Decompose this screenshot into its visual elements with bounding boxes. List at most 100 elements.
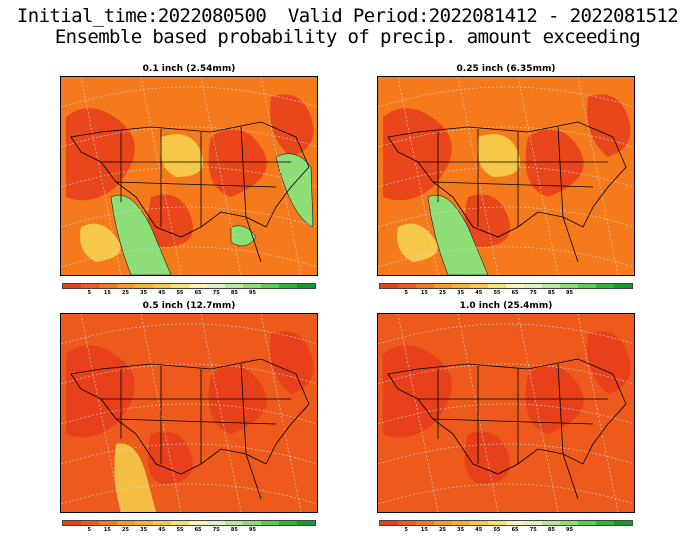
colorbar-swatch	[207, 284, 225, 288]
colorbar-tick-label: 55	[493, 527, 501, 533]
header-title-line1: Initial_time:2022080500 Valid Period:202…	[16, 5, 679, 27]
colorbar-tick-label: 55	[493, 290, 501, 296]
colorbar	[62, 520, 316, 526]
colorbar-tick-label: 95	[566, 290, 573, 296]
colorbar-swatch	[297, 284, 315, 288]
colorbar	[62, 283, 316, 289]
colorbar-tick-label: 15	[420, 290, 428, 296]
colorbar-swatch	[117, 284, 135, 288]
colorbar-swatch	[542, 521, 560, 525]
colorbar-tick-label: 95	[566, 527, 573, 533]
colorbar-tick-label: 25	[122, 527, 129, 533]
colorbar-tick-label: 5	[404, 290, 408, 296]
colorbar-tick-label: 55	[176, 290, 184, 296]
colorbar-swatch	[117, 521, 135, 525]
colorbar-tick-label: 75	[529, 527, 537, 533]
colorbar-tick-label: 65	[511, 290, 519, 296]
colorbar-swatch	[153, 284, 171, 288]
colorbar-swatch	[135, 284, 153, 288]
colorbar-tick-label: 25	[439, 527, 446, 533]
colorbar-tick-label: 35	[457, 527, 465, 533]
colorbar-swatch	[153, 521, 171, 525]
colorbar-swatch	[261, 521, 279, 525]
colorbar-swatch	[243, 284, 261, 288]
colorbar-swatch	[542, 284, 560, 288]
colorbar-swatch	[578, 521, 596, 525]
probability-map	[377, 313, 635, 513]
colorbar-tick-label: 15	[103, 527, 111, 533]
colorbar-tick-label: 45	[475, 290, 483, 296]
colorbar-tick-label: 25	[439, 290, 446, 296]
colorbar-swatch	[171, 284, 189, 288]
colorbar-swatch	[488, 521, 506, 525]
colorbar-swatch	[63, 284, 81, 288]
colorbar-swatch	[207, 521, 225, 525]
colorbar-swatch	[398, 521, 416, 525]
colorbar-tick-label: 5	[87, 527, 91, 533]
colorbar-swatch	[434, 521, 452, 525]
colorbar-swatch	[398, 284, 416, 288]
colorbar-swatch	[506, 284, 524, 288]
colorbar-swatch	[189, 521, 207, 525]
colorbar-swatch	[470, 521, 488, 525]
colorbar-tick-label: 15	[103, 290, 111, 296]
colorbar-tick-label: 5	[87, 290, 91, 296]
colorbar	[379, 520, 633, 526]
probability-map	[60, 76, 318, 276]
colorbar	[379, 283, 633, 289]
colorbar-tick-label: 65	[194, 527, 202, 533]
probability-map	[377, 76, 635, 276]
colorbar-swatch	[506, 521, 524, 525]
colorbar-swatch	[452, 521, 470, 525]
colorbar-tick-label: 85	[547, 527, 555, 533]
colorbar-tick-label: 65	[194, 290, 202, 296]
colorbar-tick-label: 95	[249, 527, 256, 533]
colorbar-tick-label: 75	[529, 290, 537, 296]
colorbar-swatch	[261, 284, 279, 288]
colorbar-swatch	[81, 284, 99, 288]
colorbar-swatch	[99, 521, 117, 525]
colorbar-tick-label: 95	[249, 290, 256, 296]
colorbar-swatch	[434, 284, 452, 288]
colorbar-swatch	[596, 521, 614, 525]
header-title-line2: Ensemble based probability of precip. am…	[54, 26, 641, 48]
colorbar-swatch	[279, 284, 297, 288]
colorbar-swatch	[614, 521, 632, 525]
panel-title: 1.0 inch (25.4mm)	[459, 301, 553, 311]
colorbar-tick-label: 45	[475, 527, 483, 533]
colorbar-swatch	[135, 521, 153, 525]
colorbar-swatch	[560, 284, 578, 288]
colorbar-labels: 5 15 25 35 45 55 65 75 85 95	[379, 527, 633, 535]
colorbar-swatch	[297, 521, 315, 525]
colorbar-tick-label: 65	[511, 527, 519, 533]
colorbar-labels: 5 15 25 35 45 55 65 75 85 95	[62, 527, 316, 535]
colorbar-swatch	[81, 521, 99, 525]
colorbar-tick-label: 45	[158, 290, 166, 296]
colorbar-swatch	[225, 284, 243, 288]
colorbar-swatch	[225, 521, 243, 525]
colorbar-tick-label: 35	[457, 290, 465, 296]
colorbar-tick-label: 45	[158, 527, 166, 533]
colorbar-swatch	[380, 284, 398, 288]
colorbar-swatch	[470, 284, 488, 288]
panel-title: 0.5 inch (12.7mm)	[142, 301, 236, 311]
colorbar-swatch	[171, 521, 189, 525]
colorbar-tick-label: 75	[212, 527, 220, 533]
colorbar-swatch	[524, 284, 542, 288]
colorbar-tick-label: 25	[122, 290, 129, 296]
colorbar-swatch	[243, 521, 261, 525]
colorbar-swatch	[63, 521, 81, 525]
colorbar-swatch	[488, 284, 506, 288]
colorbar-tick-label: 5	[404, 527, 408, 533]
colorbar-tick-label: 55	[176, 527, 184, 533]
colorbar-tick-label: 85	[547, 290, 555, 296]
colorbar-swatch	[560, 521, 578, 525]
colorbar-swatch	[380, 521, 398, 525]
colorbar-tick-label: 15	[420, 527, 428, 533]
colorbar-labels: 5 15 25 35 45 55 65 75 85 95	[379, 290, 633, 298]
colorbar-tick-label: 85	[230, 527, 238, 533]
colorbar-swatch	[99, 284, 117, 288]
colorbar-tick-label: 75	[212, 290, 220, 296]
colorbar-swatch	[416, 521, 434, 525]
colorbar-swatch	[578, 284, 596, 288]
